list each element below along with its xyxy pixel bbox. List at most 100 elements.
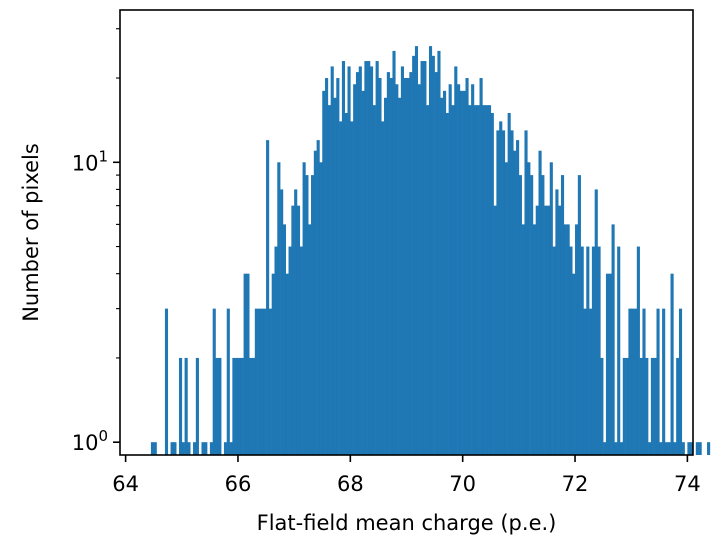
histogram-bar — [280, 189, 284, 455]
histogram-bar — [240, 357, 244, 455]
histogram-bar — [344, 113, 348, 455]
histogram-bar — [406, 78, 410, 455]
histogram-bar — [420, 61, 424, 455]
histogram-bar — [426, 105, 430, 456]
histogram-bar — [274, 246, 278, 455]
histogram-bar — [215, 357, 219, 455]
histogram-bar — [459, 90, 463, 455]
histogram-bar — [294, 189, 298, 455]
histogram-bar — [468, 105, 472, 456]
histogram-bar — [327, 105, 331, 456]
histogram-bar — [302, 162, 306, 456]
histogram-bar — [451, 105, 455, 456]
histogram-bar — [355, 72, 360, 455]
histogram-bar — [417, 84, 421, 455]
histogram-bar — [544, 205, 548, 455]
histogram-bar — [440, 97, 444, 455]
histogram-bar — [296, 205, 301, 455]
histogram-bar — [591, 246, 595, 455]
histogram-bar — [246, 273, 250, 455]
y-tick-label: 100 — [72, 427, 108, 455]
histogram-bar — [524, 130, 528, 455]
histogram-bar — [260, 308, 264, 455]
histogram-bar — [619, 442, 624, 455]
histogram-bar — [237, 357, 242, 455]
histogram-bar — [381, 121, 385, 455]
histogram-bar — [572, 273, 576, 455]
histogram-bar — [353, 84, 357, 455]
plot-frame — [119, 9, 694, 456]
histogram-bar — [325, 78, 329, 455]
histogram-bar — [569, 246, 573, 455]
histogram-bar — [650, 357, 654, 455]
histogram-bar — [299, 246, 303, 455]
histogram-bar — [367, 61, 371, 455]
x-tick-label: 66 — [225, 472, 252, 496]
histogram-bar — [499, 121, 503, 455]
histogram-bar — [266, 140, 270, 455]
histogram-bar — [535, 205, 539, 455]
histogram-bar — [549, 162, 553, 456]
histogram-bar — [614, 442, 618, 455]
histogram-bar — [502, 130, 506, 455]
histogram-bar — [336, 78, 340, 455]
histogram-bar — [476, 105, 480, 456]
histogram-bar — [263, 308, 267, 455]
histogram-bar — [339, 121, 343, 455]
histogram-bar — [187, 442, 191, 455]
x-axis: 64 66 68 70 72 74 — [112, 455, 701, 496]
histogram-bar — [662, 308, 666, 455]
x-tick-label: 64 — [112, 472, 139, 496]
histogram-bar — [268, 308, 272, 455]
histogram-bar — [479, 78, 483, 455]
histogram-bar — [271, 273, 275, 455]
histogram-bar — [277, 162, 281, 456]
histogram-bar — [532, 224, 537, 455]
histogram-bar — [622, 357, 626, 455]
histogram-bar — [462, 90, 466, 455]
histogram-bar — [465, 78, 469, 455]
y-tick-label: 101 — [72, 147, 108, 175]
histogram-bar — [690, 442, 694, 455]
histogram-bar — [631, 308, 635, 455]
histogram-bar — [170, 442, 174, 455]
histogram-bar — [482, 105, 486, 456]
y-axis-label: Number of pixels — [19, 143, 43, 322]
histogram-bar — [305, 175, 309, 455]
histogram-bar — [560, 175, 565, 455]
histogram-bar — [552, 246, 556, 455]
histogram-bar — [195, 357, 199, 455]
histogram-bar — [409, 72, 413, 455]
histogram-bars — [150, 46, 711, 456]
histogram-bar — [611, 224, 615, 455]
histogram-bar — [372, 105, 376, 456]
histogram-bar — [358, 66, 362, 455]
y-axis: 100 101 — [72, 28, 120, 455]
histogram-bar — [282, 224, 287, 455]
histogram-bar — [178, 357, 183, 455]
histogram-bar — [434, 72, 438, 455]
histogram-bar — [330, 66, 334, 455]
histogram-bar — [648, 442, 652, 455]
histogram-bar — [673, 442, 677, 455]
histogram-bar — [653, 357, 657, 455]
histogram-bar — [347, 66, 351, 455]
histogram-bar — [707, 442, 711, 455]
histogram-bar — [254, 308, 258, 455]
histogram-bar — [164, 308, 169, 455]
x-axis-label: Flat-field mean charge (p.e.) — [257, 511, 557, 535]
histogram-bar — [695, 442, 699, 455]
histogram-bar — [594, 189, 598, 455]
histogram-bar — [400, 66, 404, 455]
histogram-bar — [636, 246, 640, 455]
histogram-bar — [412, 55, 416, 456]
histogram-bar — [530, 175, 534, 455]
histogram-bar — [628, 308, 632, 455]
histogram-bar — [341, 61, 346, 455]
histogram-bar — [150, 442, 155, 455]
x-tick-label: 68 — [337, 472, 364, 496]
histogram-bar — [518, 175, 522, 455]
histogram-bar — [507, 113, 511, 455]
histogram-bar — [639, 357, 643, 455]
